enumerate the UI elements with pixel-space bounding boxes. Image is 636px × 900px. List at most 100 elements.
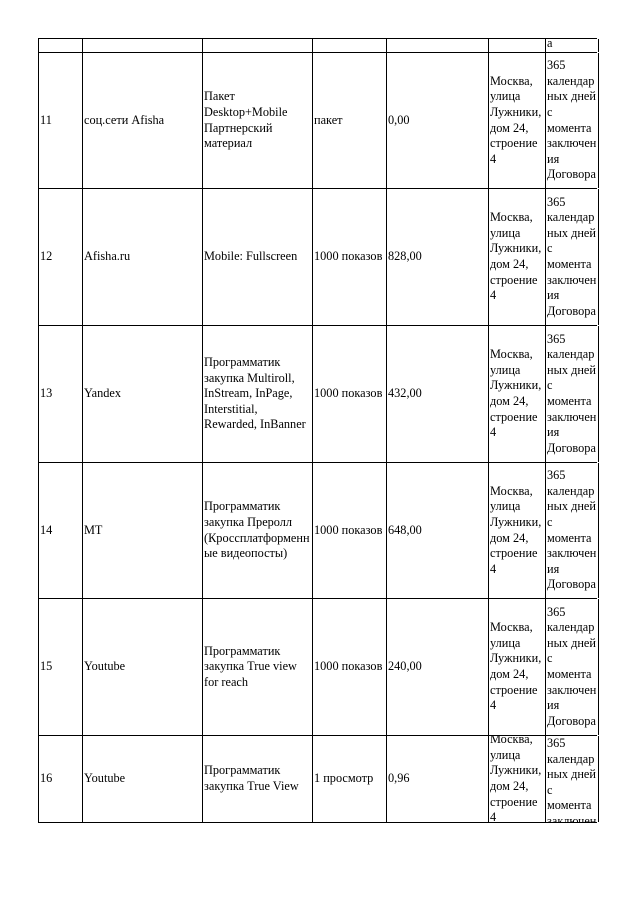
cell-unit: 1000 показов (312, 326, 386, 462)
table-row: 14 MT Программатик закупка Преролл (Кроссп… (38, 462, 599, 598)
cell-num: 14 (38, 463, 82, 598)
table-bottom-border (38, 822, 597, 823)
cell-text-term: 365 календарных дней с момента заключени… (547, 736, 597, 822)
cell-address: Москва, улица Лужники, дом 24, строение … (488, 463, 545, 598)
cell-num: 15 (38, 599, 82, 735)
cell-term: 365 календарных дней с момента заключени… (545, 463, 599, 598)
cell-text-name: Youtube (84, 771, 126, 786)
cell-text-price: 0,96 (388, 771, 410, 786)
cell-text-unit: 1000 показов (314, 249, 383, 264)
cell-text-price: 432,00 (388, 386, 422, 401)
cell-description: Пакет Desktop+Mobile Партнерский материа… (202, 53, 312, 188)
cell-text-description: Программатик закупка Multiroll, InStream… (204, 355, 306, 432)
cell-text-description: Программатик закупка True view for reach (204, 643, 297, 689)
cell-name: MT (82, 463, 202, 598)
cell-text-unit: 1000 показов (314, 386, 383, 401)
cell-num (38, 39, 82, 52)
cell-text-term: 365 календарных дней с момента заключени… (547, 604, 597, 728)
cell-unit: 1000 показов (312, 599, 386, 735)
cell-text-address: Москва, улица Лужники, дом 24, строение … (490, 73, 542, 166)
cell-term: а (545, 36, 599, 52)
cell-term: 365 календарных дней с момента заключени… (545, 599, 599, 735)
cell-description: Программатик закупка Преролл (Кроссплатф… (202, 463, 312, 598)
cell-text-address: Москва, улица Лужники, дом 24, строение … (490, 347, 542, 440)
cell-text-description: Программатик закупка Преролл (Кроссплатф… (204, 499, 310, 561)
cell-text-unit: 1000 показов (314, 522, 383, 537)
cell-unit: 1000 показов (312, 463, 386, 598)
cell-unit: 1000 показов (312, 189, 386, 325)
cell-text-name: MT (84, 522, 103, 537)
cell-name: соц.сети Afisha (82, 53, 202, 188)
table-row: 16 Youtube Программатик закупка True View 1… (38, 735, 599, 822)
cell-price: 432,00 (386, 326, 488, 462)
cell-address: Москва, улица Лужники, дом 24, строение … (488, 326, 545, 462)
cell-num: 11 (38, 53, 82, 188)
cell-price: 0,00 (386, 53, 488, 188)
cell-text-unit: 1000 показов (314, 659, 383, 674)
cell-text-term: а (547, 36, 553, 51)
cell-text-name: Yandex (84, 386, 122, 401)
cell-text-num: 16 (40, 771, 53, 786)
cell-num: 16 (38, 736, 82, 822)
cell-text-address: Москва, улица Лужники, дом 24, строение … (490, 736, 542, 822)
cell-description: Программатик закупка True view for reach (202, 599, 312, 735)
cell-text-term: 365 календарных дней с момента заключени… (547, 331, 597, 455)
cell-text-term: 365 календарных дней с момента заключени… (547, 468, 597, 592)
table-row: 11 соц.сети Afisha Пакет Desktop+Mobile Па… (38, 52, 599, 188)
cell-text-description: Пакет Desktop+Mobile Партнерский материа… (204, 89, 288, 151)
cell-address: Москва, улица Лужники, дом 24, строение … (488, 53, 545, 188)
cell-unit: пакет (312, 53, 386, 188)
cell-unit: 1 просмотр (312, 736, 386, 822)
cell-text-description: Mobile: Fullscreen (204, 249, 298, 264)
cell-address (488, 39, 545, 52)
cell-text-price: 240,00 (388, 659, 422, 674)
cell-address: Москва, улица Лужники, дом 24, строение … (488, 599, 545, 735)
table-row-continued: а (38, 36, 599, 52)
cell-text-num: 15 (40, 659, 53, 674)
cell-num: 13 (38, 326, 82, 462)
table-row: 15 Youtube Программатик закупка True view … (38, 598, 599, 735)
cell-text-price: 828,00 (388, 249, 422, 264)
cell-name: Youtube (82, 599, 202, 735)
cell-price: 240,00 (386, 599, 488, 735)
cell-term: 365 календарных дней с момента заключени… (545, 736, 599, 822)
cell-text-num: 14 (40, 522, 53, 537)
cell-name (82, 39, 202, 52)
cell-text-name: Youtube (84, 659, 126, 674)
cell-address: Москва, улица Лужники, дом 24, строение … (488, 189, 545, 325)
table-row: 12 Afisha.ru Mobile: Fullscreen 1000 показо… (38, 188, 599, 325)
cell-price: 828,00 (386, 189, 488, 325)
cell-text-num: 13 (40, 386, 53, 401)
cell-term: 365 календарных дней с момента заключени… (545, 189, 599, 325)
cell-term: 365 календарных дней с момента заключени… (545, 326, 599, 462)
cell-description: Программатик закупка True View (202, 736, 312, 822)
cell-price: 0,96 (386, 736, 488, 822)
cell-price (386, 39, 488, 52)
cell-text-name: Afisha.ru (84, 249, 131, 264)
cell-text-price: 0,00 (388, 112, 410, 127)
cell-text-term: 365 календарных дней с момента заключени… (547, 58, 597, 182)
cell-unit (312, 39, 386, 52)
cell-description: Программатик закупка Multiroll, InStream… (202, 326, 312, 462)
cell-text-num: 12 (40, 249, 53, 264)
cell-name: Afisha.ru (82, 189, 202, 325)
cell-term: 365 календарных дней с момента заключени… (545, 53, 599, 188)
cell-price: 648,00 (386, 463, 488, 598)
cell-text-term: 365 календарных дней с момента заключени… (547, 194, 597, 318)
cell-address: Москва, улица Лужники, дом 24, строение … (488, 736, 545, 822)
cell-text-address: Москва, улица Лужники, дом 24, строение … (490, 620, 542, 713)
table-row: 13 Yandex Программатик закупка Multiroll, … (38, 325, 599, 462)
cell-name: Yandex (82, 326, 202, 462)
cell-description: Mobile: Fullscreen (202, 189, 312, 325)
cell-text-address: Москва, улица Лужники, дом 24, строение … (490, 483, 542, 576)
cell-description (202, 39, 312, 52)
cell-text-unit: пакет (314, 112, 343, 127)
cell-text-price: 648,00 (388, 522, 422, 537)
cell-text-num: 11 (40, 112, 52, 127)
cell-name: Youtube (82, 736, 202, 822)
cell-num: 12 (38, 189, 82, 325)
cell-text-description: Программатик закупка True View (204, 763, 299, 793)
cell-text-name: соц.сети Afisha (84, 112, 165, 127)
cell-text-address: Москва, улица Лужники, дом 24, строение … (490, 210, 542, 303)
cell-text-unit: 1 просмотр (314, 771, 374, 786)
